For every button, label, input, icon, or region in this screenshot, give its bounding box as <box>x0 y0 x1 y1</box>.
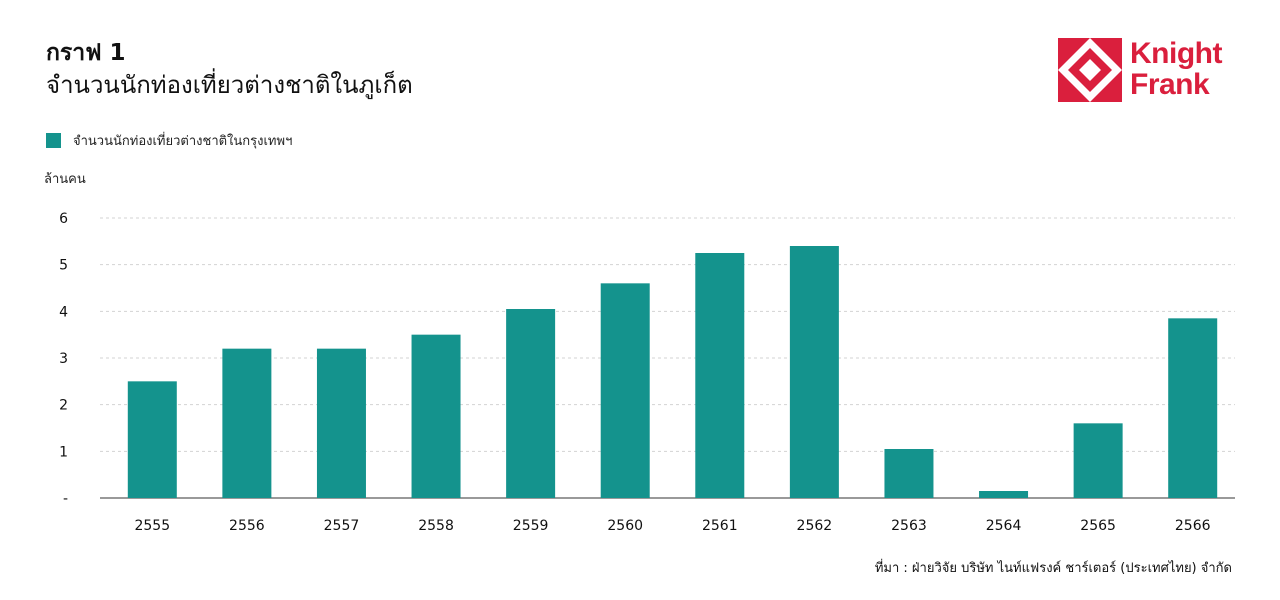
y-tick-labels: - 1 2 3 4 5 6 <box>59 211 68 507</box>
x-tick-label: 2562 <box>797 518 833 534</box>
y-tick-label: 2 <box>59 398 68 414</box>
y-tick-label: 4 <box>59 304 68 320</box>
bar-2565 <box>1073 423 1123 498</box>
bar-2563 <box>884 449 934 498</box>
source-note: ที่มา : ฝ่ายวิจัย บริษัท ไนท์แฟรงค์ ชาร์… <box>874 561 1232 576</box>
bar-2561 <box>695 253 745 498</box>
bars <box>127 246 1218 498</box>
logo-line-frank: Frank <box>1130 68 1210 101</box>
legend: จำนวนนักท่องเที่ยวต่างชาติในกรุงเทพฯ <box>46 130 292 151</box>
x-tick-label: 2558 <box>418 518 454 534</box>
y-tick-label: 6 <box>59 211 68 227</box>
bar-2566 <box>1168 318 1218 498</box>
knight-frank-logo: Knight Frank <box>1058 38 1222 102</box>
bar-2559 <box>506 309 556 498</box>
logo-wordmark: Knight Frank <box>1130 38 1222 100</box>
logo-line-knight: Knight <box>1130 37 1222 70</box>
gridlines <box>100 217 1235 499</box>
x-tick-label: 2561 <box>702 518 738 534</box>
x-tick-label: 2560 <box>607 518 643 534</box>
title-block: กราฟ 1 จำนวนนักท่องเที่ยวต่างชาติในภูเก็… <box>46 38 413 102</box>
bar-2555 <box>127 381 177 498</box>
y-axis-label: ล้านคน <box>44 172 86 187</box>
x-tick-label: 2557 <box>324 518 360 534</box>
y-tick-label: 5 <box>59 258 68 274</box>
bar-2556 <box>222 348 272 498</box>
legend-label: จำนวนนักท่องเที่ยวต่างชาติในกรุงเทพฯ <box>73 134 293 149</box>
x-tick-label: 2556 <box>229 518 265 534</box>
x-tick-label: 2565 <box>1080 518 1116 534</box>
chart-title: จำนวนนักท่องเที่ยวต่างชาติในภูเก็ต <box>46 71 413 99</box>
bar-2560 <box>600 283 650 498</box>
x-tick-label: 2566 <box>1175 518 1211 534</box>
x-tick-label: 2559 <box>513 518 549 534</box>
x-tick-label: 2555 <box>134 518 170 534</box>
bar-2557 <box>316 348 366 498</box>
x-tick-label: 2564 <box>986 518 1022 534</box>
bar-2564 <box>979 491 1029 498</box>
bar-2558 <box>411 334 461 498</box>
bar-2562 <box>789 246 839 498</box>
y-tick-label: - <box>63 491 68 507</box>
graph-label: กราฟ 1 <box>46 40 126 66</box>
knight-frank-logo-mark-icon <box>1058 38 1122 102</box>
x-tick-labels: 2555 2556 2557 2558 2559 2560 2561 2562 2563 2564… <box>134 518 1210 534</box>
legend-swatch <box>46 133 61 148</box>
y-tick-label: 3 <box>59 351 68 367</box>
y-tick-label: 1 <box>59 444 68 460</box>
x-tick-label: 2563 <box>891 518 927 534</box>
